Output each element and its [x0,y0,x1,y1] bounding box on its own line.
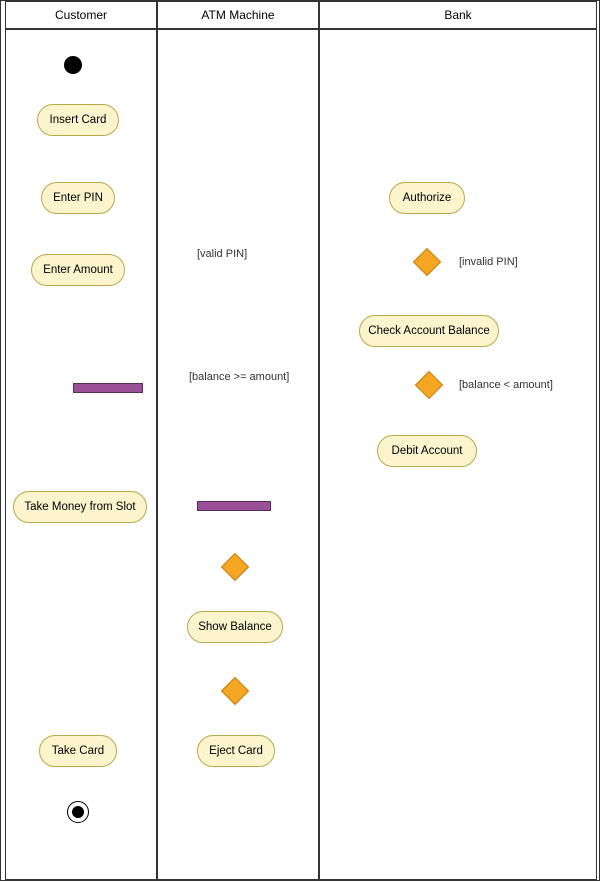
activity-enter_pin: Enter PIN [41,182,115,214]
swimlane-header-atm: ATM Machine [157,1,319,29]
guard-balance_lt: [balance < amount] [459,379,553,391]
swimlane-header-customer: Customer [5,1,157,29]
activity-label: Take Card [52,745,104,757]
swimlane-header-bank: Bank [319,1,597,29]
activity-diagram: Customer ATM Machine Bank Insert Card Enter … [0,0,600,881]
guard-valid_pin: [valid PIN] [197,248,247,260]
swimlane-label: Customer [55,8,107,22]
activity-label: Enter Amount [43,264,113,276]
final-node-inner [72,806,84,818]
final-node [67,801,89,823]
activity-label: Insert Card [50,114,107,126]
guard-invalid_pin: [invalid PIN] [459,256,518,268]
activity-label: Debit Account [392,445,463,457]
activity-label: Check Account Balance [368,325,489,337]
activity-label: Authorize [403,192,452,204]
fork-fork1 [73,383,143,393]
activity-take_money: Take Money from Slot [13,491,147,523]
swimlane-label: ATM Machine [201,8,274,22]
activity-eject_card: Eject Card [197,735,275,767]
activity-show_balance: Show Balance [187,611,283,643]
activity-debit: Debit Account [377,435,477,467]
initial-node [64,56,82,74]
activity-label: Eject Card [209,745,263,757]
activity-insert_card: Insert Card [37,104,119,136]
activity-take_card: Take Card [39,735,117,767]
activity-label: Show Balance [198,621,272,633]
fork-join1 [197,501,271,511]
activity-authorize: Authorize [389,182,465,214]
activity-check_balance: Check Account Balance [359,315,499,347]
activity-enter_amount: Enter Amount [31,254,125,286]
activity-label: Enter PIN [53,192,103,204]
activity-label: Take Money from Slot [24,501,135,513]
swimlane-label: Bank [444,8,471,22]
guard-balance_ge: [balance >= amount] [189,371,289,383]
